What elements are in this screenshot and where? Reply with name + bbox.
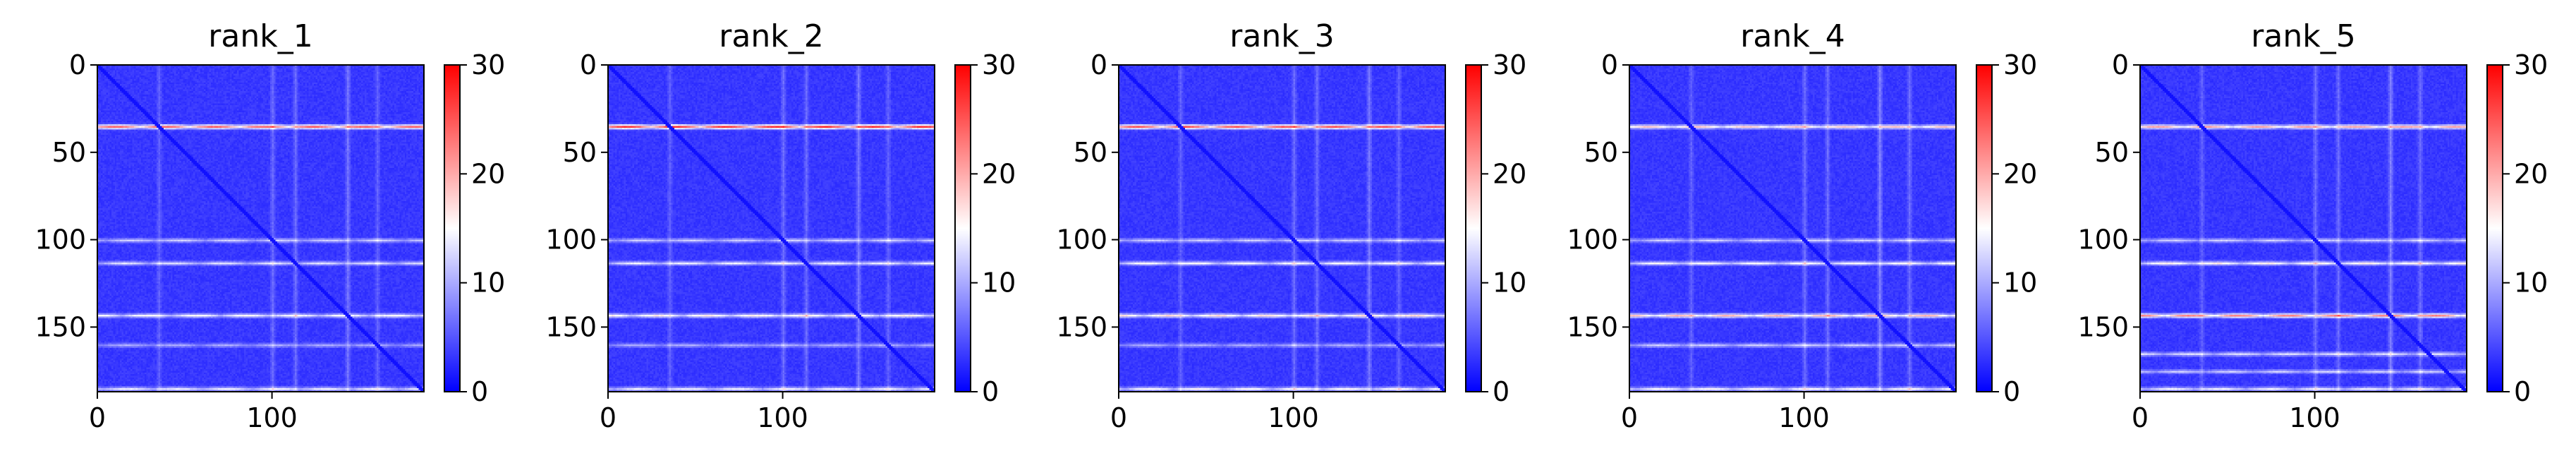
colorbar-tick-label: 0 — [982, 376, 999, 407]
colorbar — [1976, 64, 1993, 392]
x-tick-label: 100 — [246, 402, 298, 433]
x-tick-label: 0 — [2132, 402, 2149, 433]
x-tick-label: 100 — [2289, 402, 2340, 433]
panel-title: rank_2 — [719, 18, 823, 54]
heatmap-cells — [97, 65, 424, 392]
heatmap-frame — [1629, 64, 1957, 392]
colorbar-tick-label: 20 — [471, 158, 505, 189]
y-tick-label: 150 — [1056, 311, 1107, 342]
heatmap-frame — [2139, 64, 2467, 392]
x-tick-label: 100 — [1268, 402, 1319, 433]
colorbar-tick-label: 0 — [2514, 376, 2531, 407]
colorbar-tick-label: 0 — [2003, 376, 2020, 407]
panel-title: rank_1 — [208, 18, 312, 54]
heatmap-frame — [97, 64, 425, 392]
y-tick-label: 0 — [1090, 49, 1107, 80]
panel-title: rank_4 — [1740, 18, 1845, 54]
y-tick-label: 150 — [2077, 311, 2129, 342]
heatmap-cells — [1629, 65, 1956, 392]
y-tick-label: 0 — [69, 49, 86, 80]
colorbar-tick-label: 10 — [1493, 267, 1526, 299]
colorbar-tick-label: 10 — [471, 267, 505, 299]
colorbar — [954, 64, 971, 392]
heatmap-cells — [608, 65, 935, 392]
y-tick-label: 0 — [1601, 49, 1618, 80]
heatmap-frame — [607, 64, 935, 392]
x-tick-label: 0 — [89, 402, 106, 433]
colorbar-tick-label: 0 — [1493, 376, 1509, 407]
y-tick-label: 0 — [2112, 49, 2129, 80]
colorbar-tick-label: 20 — [982, 158, 1016, 189]
panel-rank_1: rank_1 0 50 100 150 0 100 0 10 20 30 — [35, 18, 505, 433]
x-tick-label: 0 — [600, 402, 616, 433]
y-tick-label: 150 — [545, 311, 597, 342]
y-tick-label: 50 — [1074, 137, 1107, 168]
y-tick-label: 150 — [1567, 311, 1618, 342]
colorbar-tick-label: 20 — [2514, 158, 2548, 189]
colorbar — [1465, 64, 1482, 392]
panel-rank_2: rank_2 0 50 100 150 0 100 0 10 20 30 — [545, 18, 1016, 433]
colorbar-tick-label: 30 — [982, 49, 1016, 80]
colorbar-tick-label: 20 — [1493, 158, 1526, 189]
y-tick-label: 50 — [52, 137, 86, 168]
x-tick-label: 100 — [1778, 402, 1830, 433]
y-tick-label: 0 — [580, 49, 597, 80]
colorbar-tick-label: 10 — [2514, 267, 2548, 299]
colorbar-tick-label: 30 — [2514, 49, 2548, 80]
heatmap-frame — [1118, 64, 1446, 392]
y-tick-label: 100 — [2077, 224, 2129, 255]
y-tick-label: 50 — [1584, 137, 1618, 168]
colorbar-tick-label: 30 — [2003, 49, 2037, 80]
x-tick-label: 100 — [757, 402, 808, 433]
heatmap-cells — [1119, 65, 1445, 392]
y-tick-label: 100 — [1567, 224, 1618, 255]
colorbar-tick-label: 30 — [1493, 49, 1526, 80]
colorbar-tick-label: 30 — [471, 49, 505, 80]
panel-title: rank_5 — [2251, 18, 2355, 54]
panel-title: rank_3 — [1229, 18, 1334, 54]
heatmap-cells — [2140, 65, 2467, 392]
y-tick-label: 150 — [35, 311, 86, 342]
y-tick-label: 100 — [545, 224, 597, 255]
colorbar-tick-label: 10 — [982, 267, 1016, 299]
colorbar-tick-label: 0 — [471, 376, 488, 407]
y-tick-label: 50 — [563, 137, 597, 168]
x-tick-label: 0 — [1621, 402, 1638, 433]
colorbar-tick-label: 20 — [2003, 158, 2037, 189]
colorbar-tick-label: 10 — [2003, 267, 2037, 299]
panel-rank_4: rank_4 0 50 100 150 0 100 0 10 20 30 — [1567, 18, 2037, 433]
colorbar — [444, 64, 461, 392]
colorbar — [2486, 64, 2503, 392]
x-tick-label: 0 — [1110, 402, 1127, 433]
y-tick-label: 50 — [2095, 137, 2129, 168]
panel-rank_5: rank_5 0 50 100 150 0 100 0 10 20 30 — [2077, 18, 2548, 433]
y-tick-label: 100 — [1056, 224, 1107, 255]
panel-rank_3: rank_3 0 50 100 150 0 100 0 10 20 30 — [1056, 18, 1526, 433]
y-tick-label: 100 — [35, 224, 86, 255]
